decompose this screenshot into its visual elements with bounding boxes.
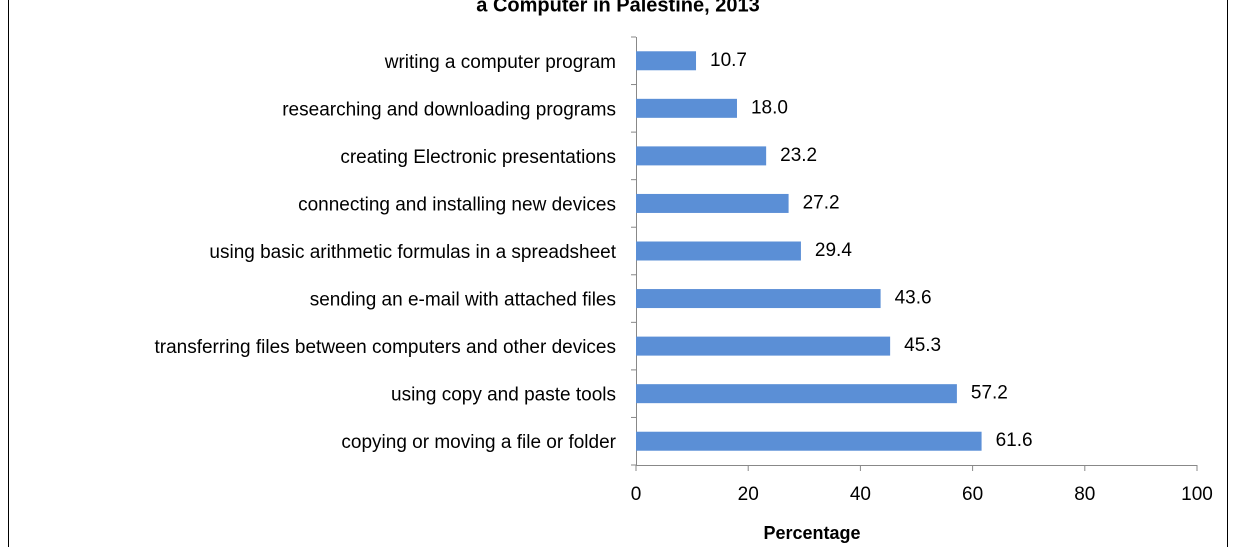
bar (636, 241, 801, 261)
bar (636, 98, 737, 118)
bar (636, 431, 982, 451)
value-label: 23.2 (780, 145, 817, 166)
y-tick-label: connecting and installing new devices (298, 194, 616, 215)
value-label: 57.2 (971, 383, 1008, 404)
bar (636, 51, 697, 71)
value-label: 61.6 (996, 430, 1033, 451)
bar (636, 384, 957, 404)
value-label: 18.0 (751, 97, 788, 118)
bar (636, 289, 881, 309)
y-tick-label: transferring files between computers and… (154, 337, 616, 358)
bar (636, 146, 767, 166)
y-tick-label: using copy and paste tools (391, 385, 616, 406)
value-label: 10.7 (710, 50, 747, 71)
x-tick-label: 20 (738, 484, 759, 505)
x-tick-label: 60 (962, 484, 983, 505)
chart-title: a Computer in Palestine, 2013 (476, 0, 759, 16)
bar (636, 193, 789, 213)
y-tick-label: sending an e-mail with attached files (310, 290, 616, 311)
value-label: 43.6 (895, 288, 932, 309)
y-tick-label: creating Electronic presentations (340, 147, 616, 168)
x-axis-label: Percentage (763, 523, 860, 543)
value-label: 45.3 (904, 335, 941, 356)
x-tick-label: 0 (631, 484, 642, 505)
x-tick-label: 80 (1074, 484, 1095, 505)
bar (636, 336, 891, 356)
x-tick-label: 100 (1181, 484, 1213, 505)
value-label: 29.4 (815, 240, 852, 261)
y-tick-label: writing a computer program (384, 52, 616, 73)
y-tick-label: using basic arithmetic formulas in a spr… (209, 242, 616, 263)
chart-frame (8, 0, 1228, 547)
value-label: 27.2 (803, 192, 840, 213)
y-tick-label: copying or moving a file or folder (341, 432, 616, 453)
x-tick-label: 40 (850, 484, 871, 505)
y-tick-label: researching and downloading programs (282, 99, 616, 120)
